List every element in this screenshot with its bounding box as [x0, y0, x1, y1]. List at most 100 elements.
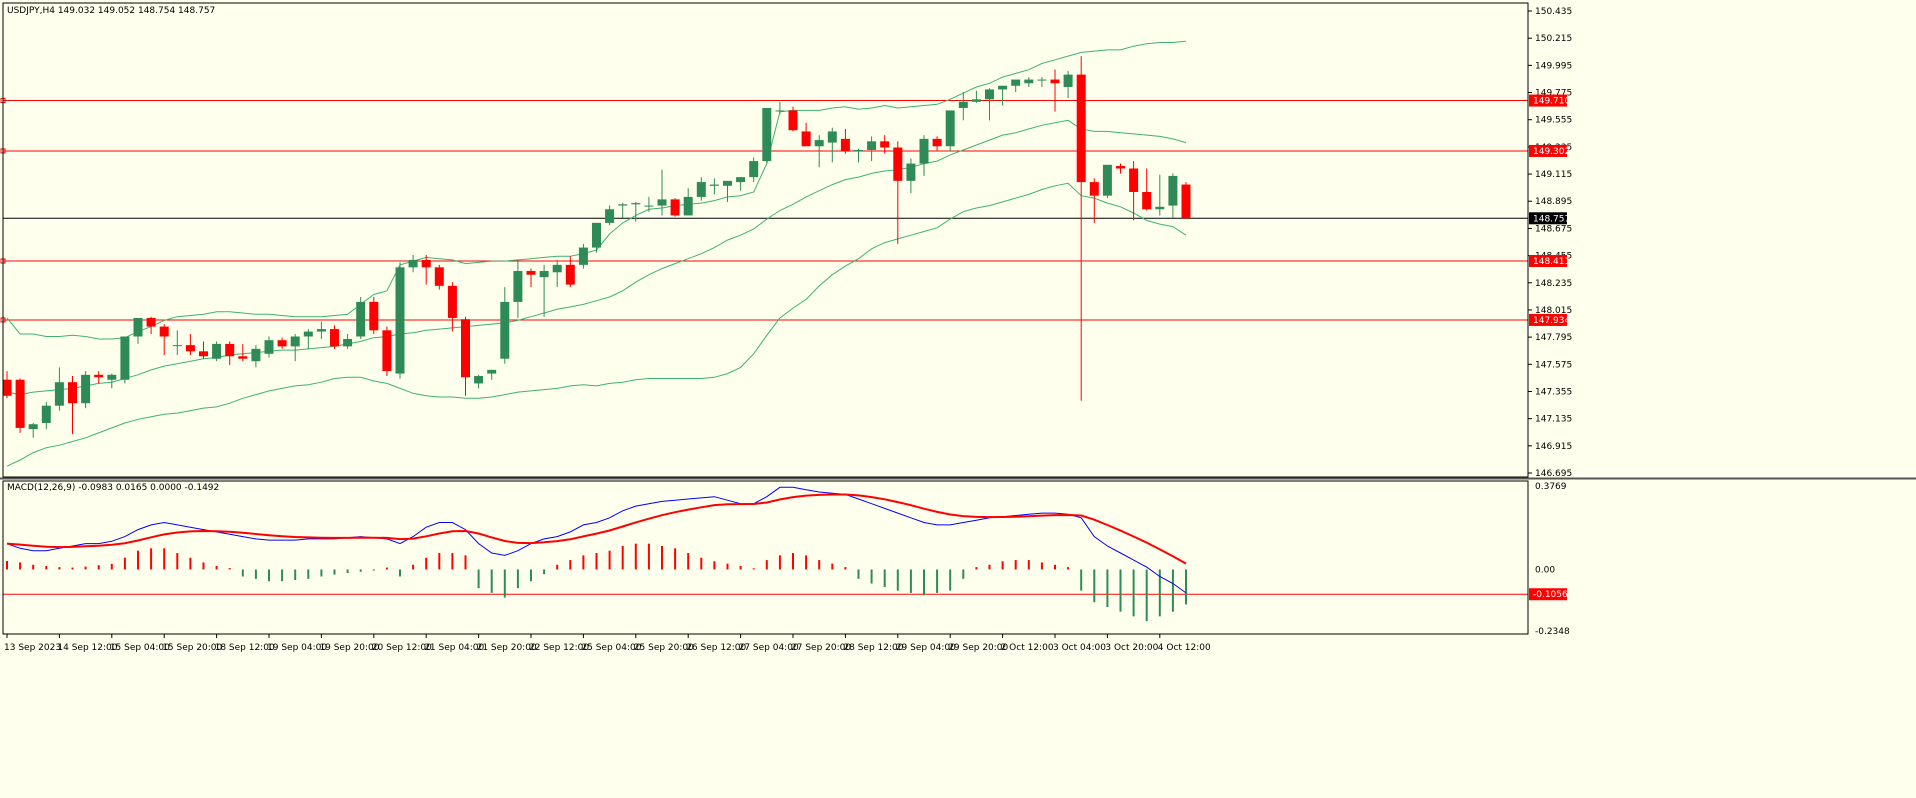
- candle[interactable]: [15, 378, 25, 433]
- price-y-tick-label: 147.135: [1535, 415, 1572, 425]
- candle[interactable]: [225, 341, 235, 365]
- candle[interactable]: [893, 141, 903, 244]
- candle[interactable]: [906, 158, 916, 194]
- candle[interactable]: [1089, 178, 1099, 223]
- candle[interactable]: [919, 135, 929, 176]
- candle[interactable]: [985, 88, 994, 121]
- candle[interactable]: [107, 373, 117, 389]
- candle[interactable]: [618, 203, 628, 218]
- candle[interactable]: [1063, 70, 1073, 99]
- candle[interactable]: [120, 336, 130, 384]
- candle[interactable]: [814, 135, 824, 168]
- candle[interactable]: [1181, 182, 1191, 220]
- candle[interactable]: [395, 262, 405, 379]
- candle[interactable]: [303, 329, 313, 349]
- candle[interactable]: [880, 135, 890, 154]
- candle[interactable]: [434, 264, 444, 290]
- candle[interactable]: [330, 325, 339, 349]
- candle[interactable]: [500, 287, 510, 364]
- candle[interactable]: [723, 180, 732, 202]
- candle[interactable]: [1024, 77, 1034, 87]
- candle[interactable]: [513, 261, 523, 318]
- candle-body: [854, 149, 863, 152]
- candle[interactable]: [447, 282, 457, 332]
- candle[interactable]: [264, 336, 274, 358]
- candle[interactable]: [185, 334, 195, 356]
- candle[interactable]: [159, 324, 169, 356]
- candle[interactable]: [840, 128, 850, 154]
- candle[interactable]: [408, 254, 418, 273]
- price-chart[interactable]: [0, 40, 1528, 467]
- candle[interactable]: [146, 316, 156, 335]
- candle[interactable]: [749, 157, 759, 183]
- candle[interactable]: [290, 334, 300, 362]
- candle[interactable]: [1076, 56, 1086, 401]
- candle[interactable]: [670, 198, 680, 217]
- candle[interactable]: [54, 367, 64, 411]
- candle[interactable]: [277, 337, 287, 349]
- candle[interactable]: [1050, 69, 1060, 112]
- candle[interactable]: [41, 401, 51, 430]
- candle[interactable]: [696, 177, 706, 201]
- candle[interactable]: [998, 85, 1008, 106]
- candle[interactable]: [932, 136, 942, 152]
- candle[interactable]: [382, 326, 392, 377]
- candle[interactable]: [657, 169, 667, 216]
- candle[interactable]: [2, 371, 12, 399]
- candle[interactable]: [565, 256, 575, 288]
- candle[interactable]: [854, 148, 863, 163]
- candle[interactable]: [526, 268, 536, 288]
- candle[interactable]: [1129, 161, 1139, 221]
- candle[interactable]: [212, 341, 222, 362]
- candle[interactable]: [827, 127, 837, 163]
- candle[interactable]: [788, 106, 798, 132]
- candle[interactable]: [971, 90, 981, 104]
- candle[interactable]: [68, 376, 77, 435]
- candle[interactable]: [1011, 79, 1021, 92]
- candle[interactable]: [81, 371, 91, 409]
- candle[interactable]: [539, 264, 549, 317]
- macd-chart[interactable]: [3, 486, 1528, 622]
- candle[interactable]: [683, 188, 693, 216]
- candle[interactable]: [867, 136, 877, 162]
- candle[interactable]: [94, 371, 104, 384]
- candle[interactable]: [133, 317, 143, 344]
- candle[interactable]: [421, 254, 431, 285]
- candle-body: [1011, 79, 1021, 86]
- candle[interactable]: [461, 316, 470, 396]
- candle[interactable]: [775, 101, 785, 115]
- candle[interactable]: [199, 341, 208, 359]
- candle[interactable]: [709, 178, 719, 195]
- candle[interactable]: [356, 296, 366, 339]
- candle[interactable]: [1168, 173, 1178, 218]
- candle[interactable]: [172, 330, 182, 356]
- candle[interactable]: [1037, 77, 1047, 87]
- candle[interactable]: [28, 422, 38, 438]
- candle[interactable]: [631, 201, 641, 222]
- candle-body: [644, 205, 654, 207]
- candle[interactable]: [238, 343, 248, 362]
- candle[interactable]: [343, 334, 353, 349]
- candle[interactable]: [644, 196, 654, 212]
- candle[interactable]: [578, 243, 588, 269]
- candle[interactable]: [487, 369, 497, 380]
- candle[interactable]: [1155, 174, 1165, 216]
- candle[interactable]: [945, 110, 955, 152]
- candle[interactable]: [1116, 163, 1125, 174]
- candle[interactable]: [958, 91, 968, 121]
- candle[interactable]: [251, 345, 261, 368]
- macd-pane-border: [2, 480, 1529, 635]
- candle[interactable]: [316, 321, 326, 339]
- candle[interactable]: [1142, 168, 1152, 211]
- candle[interactable]: [605, 205, 615, 226]
- candle-body: [133, 317, 143, 337]
- candle[interactable]: [1102, 164, 1112, 199]
- candle[interactable]: [736, 177, 746, 191]
- candle[interactable]: [801, 122, 811, 147]
- candle[interactable]: [369, 296, 379, 335]
- candle[interactable]: [552, 259, 562, 288]
- candle[interactable]: [474, 374, 484, 389]
- candle-body: [500, 301, 510, 359]
- candle[interactable]: [762, 107, 772, 164]
- candle[interactable]: [592, 222, 601, 253]
